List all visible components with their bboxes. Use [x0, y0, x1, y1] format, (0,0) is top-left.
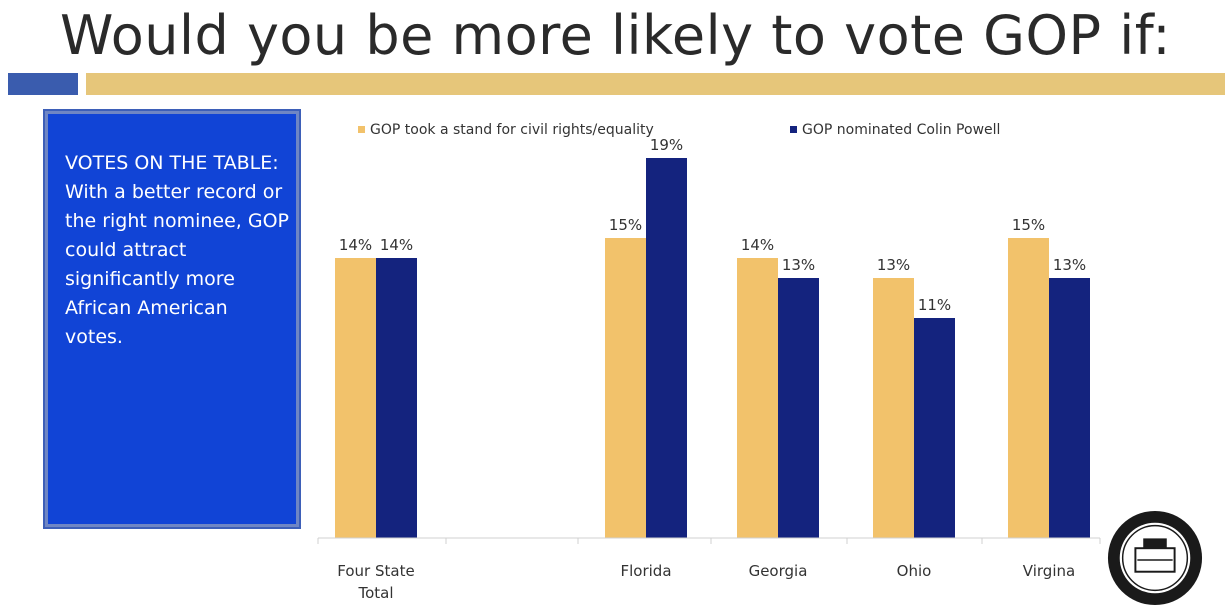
bar	[914, 318, 955, 538]
legend-label: GOP took a stand for civil rights/equali…	[370, 122, 654, 138]
bar	[335, 258, 376, 538]
bar	[778, 278, 819, 538]
accent-bar-gold	[86, 73, 1225, 95]
legend-swatch	[358, 126, 365, 133]
slide-title: Would you be more likely to vote GOP if:	[60, 4, 1172, 67]
category-label: Georgia	[749, 562, 808, 580]
legend-label: GOP nominated Colin Powell	[802, 122, 1000, 138]
bar	[1008, 238, 1049, 538]
category-label: Total	[357, 584, 393, 602]
callout-box: VOTES ON THE TABLE: With a better record…	[43, 109, 301, 529]
data-label: 11%	[918, 296, 951, 314]
category-label: Four State	[337, 562, 414, 580]
data-label: 14%	[380, 236, 413, 254]
category-label: Virgina	[1023, 562, 1075, 580]
bar	[737, 258, 778, 538]
callout-text: VOTES ON THE TABLE: With a better record…	[65, 152, 289, 348]
legend-swatch	[790, 126, 797, 133]
data-label: 13%	[782, 256, 815, 274]
bar	[1049, 278, 1090, 538]
bar	[646, 158, 687, 538]
bar	[873, 278, 914, 538]
bar	[605, 238, 646, 538]
data-label: 19%	[650, 136, 683, 154]
bar	[376, 258, 417, 538]
data-label: 14%	[741, 236, 774, 254]
data-label: 13%	[877, 256, 910, 274]
naacp-seal-icon	[1107, 510, 1203, 606]
category-label: Florida	[620, 562, 671, 580]
data-label: 13%	[1053, 256, 1086, 274]
category-label: Ohio	[897, 562, 932, 580]
data-label: 15%	[609, 216, 642, 234]
data-label: 14%	[339, 236, 372, 254]
accent-bar-blue	[8, 73, 78, 95]
data-label: 15%	[1012, 216, 1045, 234]
